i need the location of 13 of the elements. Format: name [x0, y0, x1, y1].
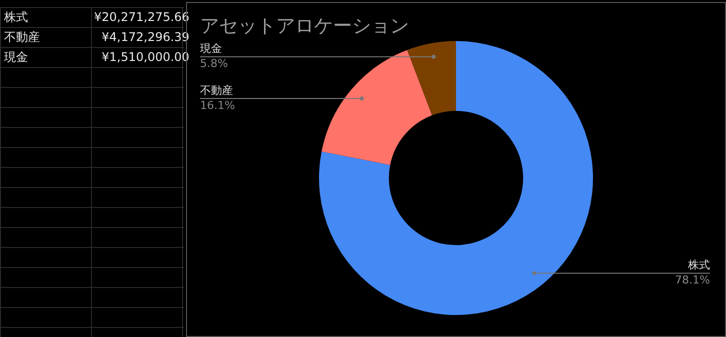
- category-label: 現金: [4, 50, 28, 64]
- slice-label: 現金: [200, 42, 222, 56]
- data-label: 78.1%: [675, 274, 710, 287]
- data-label: 16.1%: [200, 98, 235, 112]
- category-label: 株式: [4, 10, 28, 24]
- category-label: 不動産: [4, 30, 40, 44]
- chart-title: アセットアロケーション: [200, 14, 409, 39]
- text: ¥4,172,296.39: [100, 29, 190, 46]
- data-label: 5.8%: [200, 57, 228, 70]
- text: ¥1,510,000.00: [100, 49, 190, 66]
- slice-label: 不動産: [200, 84, 233, 97]
- text: ¥20,271,275.66: [93, 9, 190, 26]
- slice-label: 株式: [687, 258, 710, 272]
